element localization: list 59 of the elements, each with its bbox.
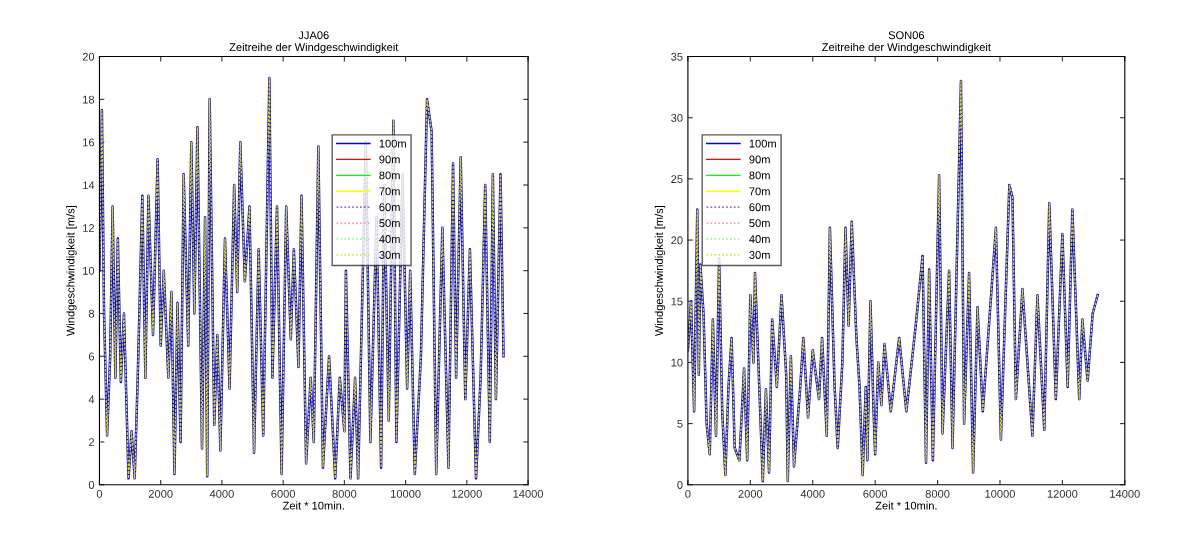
y-tick-label: 0 bbox=[88, 481, 95, 489]
y-tick-label: 5 bbox=[677, 419, 683, 428]
x-tick-label: 2000 bbox=[148, 489, 173, 498]
y-axis-title: Windgeschwindigkeit [m/s] bbox=[654, 205, 666, 337]
x-tick-label: 12000 bbox=[452, 489, 482, 498]
legend-label: 40m bbox=[749, 235, 770, 243]
y-tick-label: 25 bbox=[671, 175, 683, 184]
y-tick-label: 16 bbox=[83, 138, 95, 147]
x-tick-label: 6000 bbox=[271, 489, 296, 498]
y-tick-label: 14 bbox=[83, 181, 95, 190]
y-tick-label: 15 bbox=[671, 297, 683, 306]
x-tick-label: 0 bbox=[685, 489, 691, 498]
y-axis-title: Windgeschwindigkeit [m/s] bbox=[66, 205, 77, 337]
y-tick-label: 2 bbox=[88, 438, 95, 446]
y-tick-label: 8 bbox=[88, 309, 95, 318]
y-tick-label: 18 bbox=[83, 95, 95, 104]
chart-title: JJA06 bbox=[298, 31, 329, 40]
legend-label: 90m bbox=[749, 155, 770, 164]
legend-label: 90m bbox=[379, 155, 400, 164]
legend-label: 30m bbox=[379, 251, 400, 259]
legend-label: 70m bbox=[749, 187, 770, 196]
x-tick-label: 4000 bbox=[209, 489, 234, 498]
x-tick-label: 8000 bbox=[925, 489, 950, 498]
y-tick-label: 20 bbox=[671, 236, 683, 245]
chart-subtitle: Zeitreihe der Windgeschwindigkeit bbox=[229, 42, 399, 54]
y-tick-label: 20 bbox=[82, 52, 95, 61]
legend-label: 80m bbox=[749, 171, 770, 180]
y-tick-label: 35 bbox=[671, 52, 683, 61]
x-tick-label: 8000 bbox=[332, 489, 357, 498]
legend-label: 50m bbox=[379, 219, 400, 228]
legend-label: 100m bbox=[379, 139, 406, 148]
x-tick-label: 14000 bbox=[1110, 489, 1140, 498]
y-tick-label: 10 bbox=[671, 358, 683, 367]
y-tick-label: 4 bbox=[88, 395, 95, 404]
legend-label: 100m bbox=[749, 139, 776, 148]
y-tick-label: 10 bbox=[83, 266, 95, 275]
chart-subtitle: Zeitreihe der Windgeschwindigkeit bbox=[822, 42, 991, 54]
x-tick-label: 2000 bbox=[738, 489, 763, 498]
x-axis-title: Zeit * 10min. bbox=[875, 501, 937, 510]
x-tick-label: 12000 bbox=[1047, 489, 1078, 498]
legend-label: 40m bbox=[379, 235, 400, 243]
legend-label: 80m bbox=[379, 171, 400, 180]
legend-label: 30m bbox=[749, 251, 770, 259]
legend-label: 70m bbox=[379, 187, 400, 196]
legend-label: 60m bbox=[379, 203, 400, 212]
y-tick-label: 0 bbox=[677, 481, 683, 489]
x-tick-label: 10000 bbox=[985, 489, 1015, 498]
y-tick-label: 6 bbox=[88, 352, 95, 361]
x-tick-label: 14000 bbox=[513, 489, 544, 498]
x-tick-label: 10000 bbox=[391, 489, 421, 498]
legend-label: 60m bbox=[749, 203, 770, 212]
x-tick-label: 4000 bbox=[800, 489, 825, 498]
chart-title: SON06 bbox=[888, 31, 925, 40]
x-tick-label: 6000 bbox=[863, 489, 888, 498]
x-axis-title: Zeit * 10min. bbox=[282, 501, 344, 510]
x-tick-label: 0 bbox=[96, 489, 103, 498]
legend-label: 50m bbox=[749, 219, 770, 228]
y-tick-label: 30 bbox=[671, 113, 683, 122]
y-tick-label: 12 bbox=[83, 224, 95, 232]
